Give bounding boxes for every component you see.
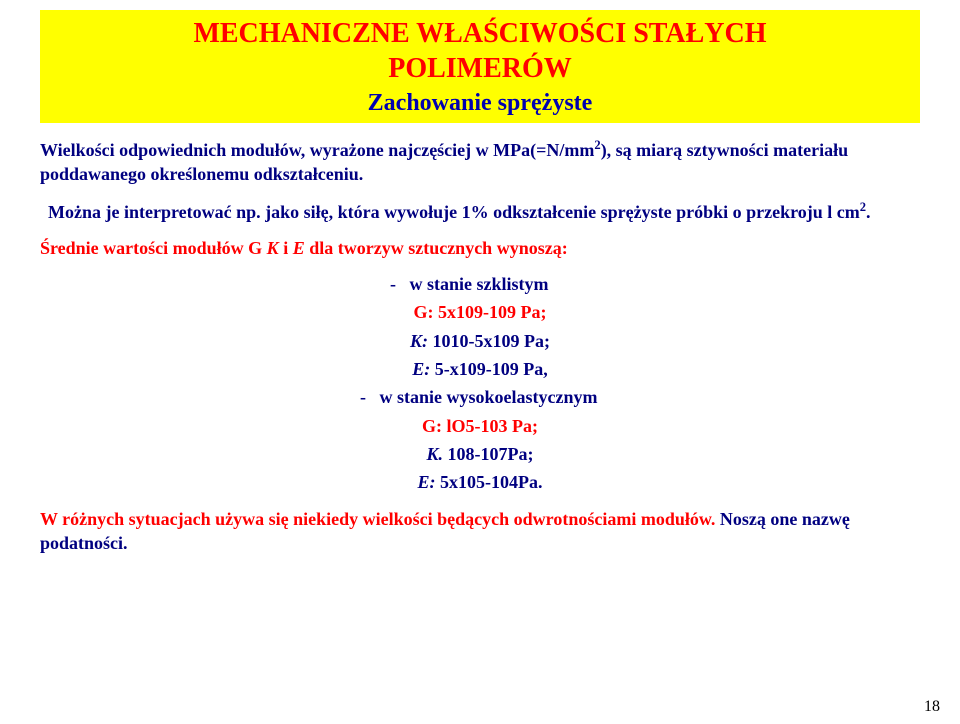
k2-sup1: 8 bbox=[466, 444, 475, 464]
e2-b: 5x10 bbox=[440, 472, 476, 492]
p3-E: E bbox=[293, 238, 305, 258]
g2-line: G: lO5-103 Pa; bbox=[40, 414, 920, 438]
p3-b: i bbox=[279, 238, 293, 258]
k1-sup1: 10 bbox=[451, 331, 469, 351]
e1-sup1: 9 bbox=[477, 359, 486, 379]
k1-line: K: 1010-5x109 Pa; bbox=[40, 329, 920, 353]
paragraph-1: Wielkości odpowiednich modułów, wyrażone… bbox=[40, 137, 920, 187]
g1-a: G: 5x10 bbox=[414, 302, 475, 322]
paragraph-4: W różnych sytuacjach używa się niekiedy … bbox=[40, 507, 920, 556]
g1-sup1: 9 bbox=[474, 302, 483, 322]
k2-d: Pa; bbox=[508, 444, 534, 464]
e2-d: Pa. bbox=[518, 472, 543, 492]
p4-a: W różnych sytuacjach używa się niekiedy … bbox=[40, 509, 720, 529]
g2-sup2: 3 bbox=[499, 416, 508, 436]
p3-c: dla tworzyw sztucznych wynoszą: bbox=[305, 238, 568, 258]
p3-K: K bbox=[267, 238, 279, 258]
e1-a: E: bbox=[412, 359, 435, 379]
k2-a: K. bbox=[426, 444, 447, 464]
e2-a: E: bbox=[418, 472, 441, 492]
g2-a: G: lO bbox=[422, 416, 466, 436]
g1-line: G: 5x109-109 Pa; bbox=[40, 300, 920, 324]
e1-c: -10 bbox=[486, 359, 510, 379]
k1-d: Pa; bbox=[520, 331, 551, 351]
g1-sup2: 9 bbox=[507, 302, 516, 322]
g2-c: Pa; bbox=[508, 416, 539, 436]
e2-line: E: 5x105-104Pa. bbox=[40, 470, 920, 494]
title-line2: POLIMERÓW bbox=[50, 51, 910, 86]
k1-a: K: bbox=[410, 331, 433, 351]
e1-sup2: 9 bbox=[510, 359, 519, 379]
k1-sup2: 9 bbox=[511, 331, 520, 351]
header-box: MECHANICZNE WŁAŚCIWOŚCI STAŁYCH POLIMERÓ… bbox=[40, 10, 920, 123]
e2-c: -10 bbox=[485, 472, 509, 492]
e1-b: 5-x10 bbox=[435, 359, 477, 379]
g1-c: Pa; bbox=[516, 302, 547, 322]
e1-line: E: 5-x109-109 Pa, bbox=[40, 357, 920, 381]
p3-a: Średnie wartości modułów G bbox=[40, 238, 267, 258]
p2-text-a: Można je interpretować np. jako siłę, kt… bbox=[48, 202, 860, 222]
g2-b: -10 bbox=[475, 416, 499, 436]
p1-text-a: Wielkości odpowiednich modułów, wyrażone… bbox=[40, 140, 594, 160]
subtitle: Zachowanie sprężyste bbox=[50, 90, 910, 117]
state-2: w stanie wysokoelastycznym bbox=[360, 385, 920, 409]
title-line1: MECHANICZNE WŁAŚCIWOŚCI STAŁYCH bbox=[50, 16, 910, 51]
k1-c: -5x10 bbox=[469, 331, 511, 351]
g1-b: -10 bbox=[483, 302, 507, 322]
k2-line: K. 108-107Pa; bbox=[40, 442, 920, 466]
k2-b: 10 bbox=[448, 444, 466, 464]
e2-sup1: 5 bbox=[476, 472, 485, 492]
e2-sup2: 4 bbox=[509, 472, 518, 492]
k1-b: 10 bbox=[433, 331, 451, 351]
page-number: 18 bbox=[924, 698, 940, 716]
g2-sup1: 5 bbox=[466, 416, 475, 436]
state-1: w stanie szklistym bbox=[390, 272, 920, 296]
e1-d: Pa, bbox=[519, 359, 548, 379]
paragraph-3: Średnie wartości modułów G K i E dla two… bbox=[40, 236, 920, 260]
p2-text-b: . bbox=[866, 202, 871, 222]
k2-sup2: 7 bbox=[499, 444, 508, 464]
body-text: Wielkości odpowiednich modułów, wyrażone… bbox=[40, 137, 920, 555]
k2-c: -10 bbox=[475, 444, 499, 464]
paragraph-2: Można je interpretować np. jako siłę, kt… bbox=[48, 199, 920, 224]
